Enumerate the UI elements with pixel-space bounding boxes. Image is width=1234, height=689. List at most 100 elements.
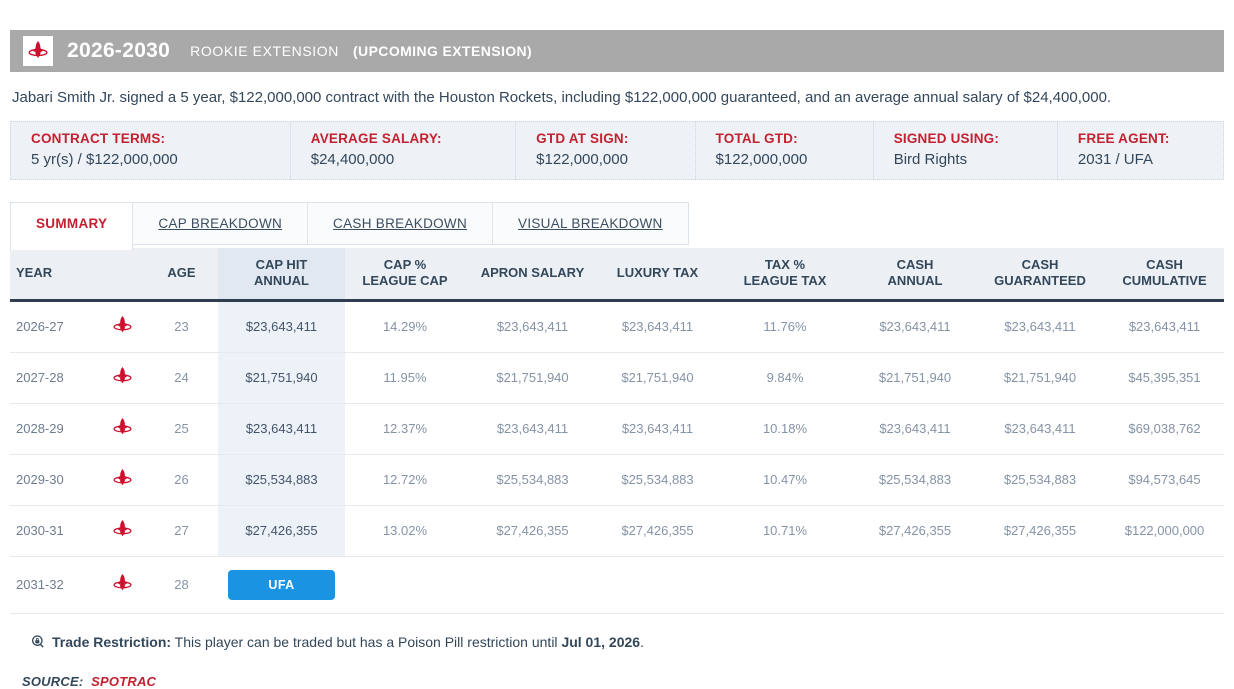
contract-title-bar: 2026-2030 ROOKIE EXTENSION (UPCOMING EXT… bbox=[10, 30, 1224, 72]
rockets-logo-icon bbox=[100, 403, 145, 455]
col-header-cap-hit-annual: CAP HIT ANNUAL bbox=[218, 248, 345, 302]
cap-hit-cell: UFA bbox=[218, 556, 345, 614]
cap-hit-cell: $25,534,883 bbox=[218, 454, 345, 506]
cap-pct-cell: 12.72% bbox=[345, 454, 465, 506]
col-header-team bbox=[100, 248, 145, 302]
tab-cash-breakdown[interactable]: CASH BREAKDOWN bbox=[307, 202, 494, 245]
cap-pct-cell: 13.02% bbox=[345, 505, 465, 557]
table-row: 2029-30 26 $25,534,883 12.72% $25,534,883 $2… bbox=[10, 454, 1224, 506]
cash-annual-cell: $27,426,355 bbox=[855, 505, 975, 557]
rockets-logo-icon bbox=[100, 505, 145, 557]
age-cell: 23 bbox=[145, 300, 218, 353]
contract-summary-table: YEAR AGE CAP HIT ANNUAL CAP % LEAGUE CAP… bbox=[10, 248, 1224, 614]
cash-cum-cell: $94,573,645 bbox=[1105, 454, 1224, 506]
term-value: 2031 / UFA bbox=[1077, 151, 1153, 168]
col-header-cash-annual: CASH ANNUAL bbox=[855, 248, 975, 302]
trade-restriction-text: Trade Restriction: This player can be tr… bbox=[52, 633, 644, 650]
contract-years: 2026-2030 bbox=[67, 39, 171, 62]
term-value: $24,400,000 bbox=[310, 151, 395, 168]
apron-cell: $27,426,355 bbox=[465, 505, 600, 557]
apron-cell: $23,643,411 bbox=[465, 300, 600, 353]
cap-hit-cell: $23,643,411 bbox=[218, 403, 345, 455]
cap-pct-cell bbox=[345, 556, 465, 614]
contract-summary-sentence: Jabari Smith Jr. signed a 5 year, $122,0… bbox=[12, 89, 1112, 106]
tax-pct-cell: 9.84% bbox=[715, 352, 855, 404]
apron-cell bbox=[465, 556, 600, 614]
year-cell: 2028-29 bbox=[10, 403, 100, 455]
cash-annual-cell bbox=[855, 556, 975, 614]
table-row: 2026-27 23 $23,643,411 14.29% $23,643,411 $2… bbox=[10, 300, 1224, 353]
cash-cum-cell bbox=[1105, 556, 1224, 614]
source-spotrac-link[interactable]: SPOTRAC bbox=[91, 673, 157, 689]
term-value: 5 yr(s) / $122,000,000 bbox=[31, 151, 178, 168]
age-cell: 24 bbox=[145, 352, 218, 404]
ufa-badge[interactable]: UFA bbox=[228, 569, 335, 600]
term-value: $122,000,000 bbox=[715, 151, 808, 168]
trade-restriction-lock-icon bbox=[30, 634, 46, 650]
term-contract-terms: CONTRACT TERMS: 5 yr(s) / $122,000,000 bbox=[11, 122, 290, 179]
cash-cum-cell: $45,395,351 bbox=[1105, 352, 1224, 404]
col-header-cap-pct-league-cap: CAP % LEAGUE CAP bbox=[345, 248, 465, 302]
luxury-cell: $23,643,411 bbox=[600, 403, 715, 455]
tax-pct-cell: 10.18% bbox=[715, 403, 855, 455]
cash-gtd-cell bbox=[975, 556, 1105, 614]
age-cell: 27 bbox=[145, 505, 218, 557]
col-header-cash-guaranteed: CASH GUARANTEED bbox=[975, 248, 1105, 302]
term-label: GTD AT SIGN: bbox=[536, 131, 629, 146]
cash-gtd-cell: $27,426,355 bbox=[975, 505, 1105, 557]
source-line: SOURCE: SPOTRAC bbox=[22, 674, 1224, 689]
luxury-cell: $21,751,940 bbox=[600, 352, 715, 404]
cash-cum-cell: $69,038,762 bbox=[1105, 403, 1224, 455]
cash-annual-cell: $21,751,940 bbox=[855, 352, 975, 404]
apron-cell: $25,534,883 bbox=[465, 454, 600, 506]
apron-cell: $21,751,940 bbox=[465, 352, 600, 404]
contract-status-label: (UPCOMING EXTENSION) bbox=[353, 43, 533, 59]
cash-gtd-cell: $21,751,940 bbox=[975, 352, 1105, 404]
tab-summary[interactable]: SUMMARY bbox=[10, 202, 134, 250]
cash-gtd-cell: $23,643,411 bbox=[975, 403, 1105, 455]
year-cell: 2030-31 bbox=[10, 505, 100, 557]
cap-pct-cell: 12.37% bbox=[345, 403, 465, 455]
tax-pct-cell: 11.76% bbox=[715, 300, 855, 353]
cash-cum-cell: $23,643,411 bbox=[1105, 300, 1224, 353]
table-row: 2027-28 24 $21,751,940 11.95% $21,751,940 $2… bbox=[10, 352, 1224, 404]
source-label: SOURCE: bbox=[22, 673, 84, 689]
col-header-luxury-tax: LUXURY TAX bbox=[600, 248, 715, 302]
luxury-cell: $25,534,883 bbox=[600, 454, 715, 506]
tax-pct-cell: 10.71% bbox=[715, 505, 855, 557]
year-cell: 2026-27 bbox=[10, 300, 100, 353]
cash-gtd-cell: $23,643,411 bbox=[975, 300, 1105, 353]
rockets-logo-icon bbox=[23, 36, 53, 66]
col-header-cash-cumulative: CASH CUMULATIVE bbox=[1105, 248, 1224, 302]
tab-cap-breakdown[interactable]: CAP BREAKDOWN bbox=[132, 202, 309, 245]
year-cell: 2031-32 bbox=[10, 556, 100, 614]
term-average-salary: AVERAGE SALARY: $24,400,000 bbox=[289, 122, 515, 179]
trade-restriction-note: Trade Restriction: This player can be tr… bbox=[30, 634, 1224, 650]
term-label: SIGNED USING: bbox=[893, 131, 1000, 146]
term-label: FREE AGENT: bbox=[1077, 131, 1170, 146]
age-cell: 26 bbox=[145, 454, 218, 506]
age-cell: 25 bbox=[145, 403, 218, 455]
cap-pct-cell: 14.29% bbox=[345, 300, 465, 353]
year-cell: 2029-30 bbox=[10, 454, 100, 506]
cap-hit-cell: $27,426,355 bbox=[218, 505, 345, 557]
col-header-apron-salary: APRON SALARY bbox=[465, 248, 600, 302]
cash-annual-cell: $23,643,411 bbox=[855, 300, 975, 353]
rockets-logo-icon bbox=[100, 300, 145, 353]
tab-visual-breakdown[interactable]: VISUAL BREAKDOWN bbox=[492, 202, 689, 245]
rockets-logo-icon bbox=[100, 454, 145, 506]
term-label: CONTRACT TERMS: bbox=[31, 131, 166, 146]
col-header-age: AGE bbox=[145, 248, 218, 302]
table-row: 2028-29 25 $23,643,411 12.37% $23,643,411 $2… bbox=[10, 403, 1224, 455]
term-total-gtd: TOTAL GTD: $122,000,000 bbox=[694, 122, 873, 179]
term-label: TOTAL GTD: bbox=[715, 131, 798, 146]
term-label: AVERAGE SALARY: bbox=[310, 131, 442, 146]
contract-type-label: ROOKIE EXTENSION bbox=[190, 43, 339, 59]
term-signed-using: SIGNED USING: Bird Rights bbox=[872, 122, 1057, 179]
cap-hit-cell: $23,643,411 bbox=[218, 300, 345, 353]
cash-annual-cell: $25,534,883 bbox=[855, 454, 975, 506]
term-value: $122,000,000 bbox=[536, 151, 628, 168]
table-row: 2031-32 28 UFA bbox=[10, 556, 1224, 614]
luxury-cell: $23,643,411 bbox=[600, 300, 715, 353]
term-free-agent: FREE AGENT: 2031 / UFA bbox=[1056, 122, 1223, 179]
